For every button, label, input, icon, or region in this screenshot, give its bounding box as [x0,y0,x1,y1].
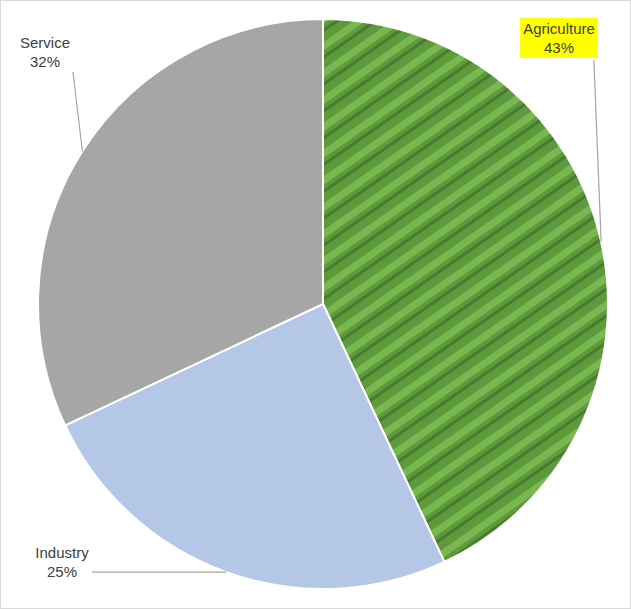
value-label: 43% [544,39,574,56]
label-highlight [32,542,92,582]
value-label: 32% [30,53,60,70]
category-label: Agriculture [523,20,595,37]
chart-root: Agriculture 43% Industry 25% Service 32% [0,0,631,609]
category-label: Service [20,34,70,51]
data-label: Service 32% [17,32,73,72]
label-highlight [17,32,73,72]
data-label: Agriculture 43% [520,18,598,58]
frame [1,1,631,609]
leader-line [73,72,82,151]
data-label: Industry 25% [32,542,92,582]
leader-line [594,60,601,242]
slices [38,19,608,589]
category-label: Industry [35,544,89,561]
leader-line [92,572,226,573]
value-label: 25% [47,563,77,580]
labels: Agriculture 43% Industry 25% Service 32% [17,18,601,582]
label-highlight [520,18,598,58]
pie-slice [38,19,323,425]
